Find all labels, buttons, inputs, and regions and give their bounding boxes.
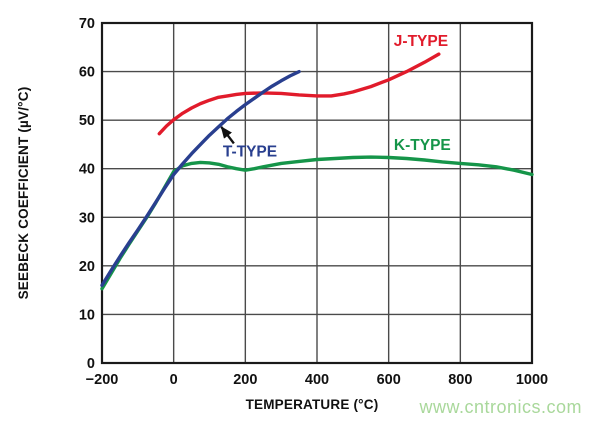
grid-layer [100,21,534,365]
y-tick-label: 70 [79,16,95,32]
x-tick-label: 800 [448,372,472,388]
ttype-pointer-arrow [220,126,235,145]
y-tick-label: 10 [79,307,95,323]
y-tick-label: 20 [79,259,95,275]
x-tick-label: −200 [86,372,119,388]
series-label-k-type: K-TYPE [394,137,451,154]
x-tick-label: 400 [305,372,329,388]
plot-frame [100,21,534,365]
y-tick-label: 30 [79,210,95,226]
x-tick-label: 1000 [516,372,548,388]
y-axis-title: SEEBECK COEFFICIENT (µV/°C) [16,87,31,300]
annotations-layer: J-TYPE K-TYPE T-TYPE [220,33,451,161]
curves-layer [100,52,534,291]
y-tick-label: 60 [79,65,95,81]
x-tick-label: 200 [233,372,257,388]
x-tick-label: 600 [377,372,401,388]
y-tick-label: 40 [79,162,95,178]
series-label-j-type: J-TYPE [394,33,448,50]
y-tick-label: 0 [87,356,95,372]
y-tick-label: 50 [79,113,95,129]
x-axis-title: TEMPERATURE (°C) [246,397,379,412]
series-curve-t-type [100,69,301,287]
watermark: www.cntronics.com [419,397,582,417]
series-label-t-type: T-TYPE [223,144,277,161]
x-tick-label: 0 [170,372,178,388]
series-curve-j-type [157,52,441,136]
